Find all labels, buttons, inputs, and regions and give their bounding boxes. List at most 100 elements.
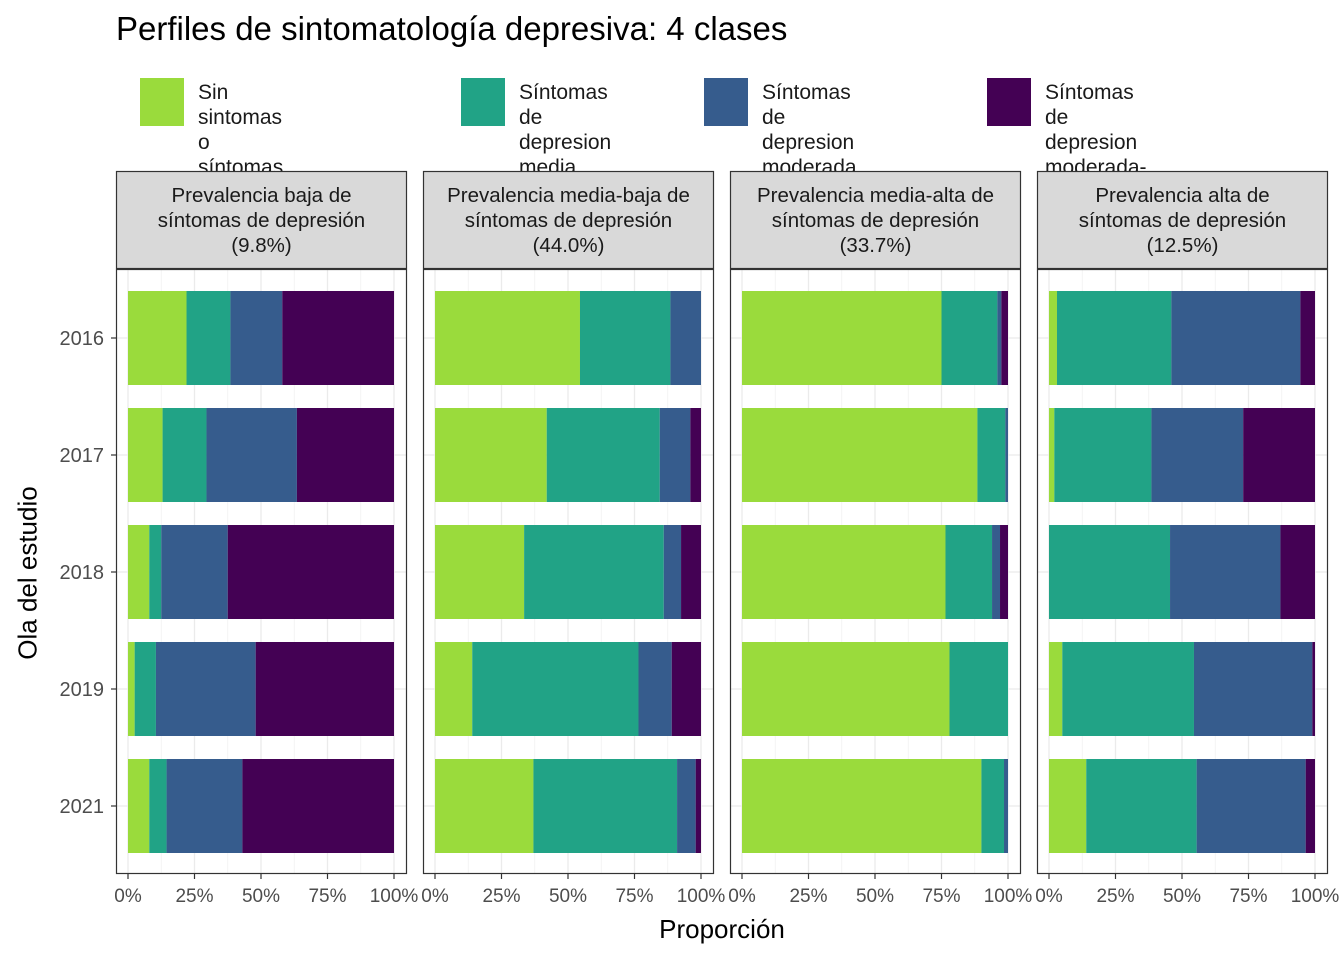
bar-severa-panel3-2019 [1312,642,1315,736]
bar-media-panel2-2019 [949,642,1008,736]
x-tick-label-3-0: 0% [1035,886,1063,907]
bar-minima-panel3-2017 [1049,408,1055,502]
bar-minima-panel3-2016 [1049,291,1057,385]
bar-severa-panel2-2016 [1001,291,1008,385]
bar-severa-panel3-2016 [1300,291,1315,385]
x-tick-label-3-4: 100% [1291,886,1340,907]
panel-strip-label-alta: Prevalencia alta de síntomas de depresió… [1078,184,1287,257]
bar-media-panel2-2018 [945,525,993,619]
bar-moderada-panel0-2018 [161,525,228,619]
x-tick-label-1-2: 50% [549,886,587,907]
bar-severa-panel0-2019 [255,642,394,736]
x-tick-label-3-3: 75% [1229,886,1267,907]
bar-minima-panel2-2019 [742,642,950,736]
bar-media-panel0-2018 [149,525,162,619]
bar-severa-panel0-2017 [296,408,394,502]
x-tick-label-2-3: 75% [922,886,960,907]
bar-minima-panel0-2021 [128,759,150,853]
bar-moderada-panel2-2016 [997,291,1002,385]
panel-border-1 [422,268,715,875]
bar-media-panel0-2019 [134,642,156,736]
panel-strip-1 [422,170,715,270]
bar-severa-panel1-2018 [681,525,701,619]
bar-moderada-panel0-2016 [230,291,283,385]
bar-severa-panel3-2017 [1243,408,1315,502]
x-tick-label-2-0: 0% [728,886,756,907]
bar-minima-panel2-2017 [742,408,978,502]
bar-media-panel0-2016 [186,291,231,385]
chart-title: Perfiles de sintomatología depresiva: 4 … [116,10,788,47]
bar-minima-panel0-2016 [128,291,187,385]
x-tick-label-1-0: 0% [421,886,449,907]
bar-media-panel2-2017 [977,408,1006,502]
y-tick-label-2018: 2018 [60,562,105,584]
legend-key-moderada [704,78,748,126]
panel-border-2 [729,268,1022,875]
y-tick-label-2019: 2019 [60,679,105,701]
bar-media-panel3-2021 [1086,759,1197,853]
bar-media-panel3-2018 [1049,525,1171,619]
x-tick-label-2-1: 25% [789,886,827,907]
x-tick-label-3-2: 50% [1163,886,1201,907]
bar-moderada-panel3-2019 [1193,642,1313,736]
bar-moderada-panel2-2017 [1005,408,1008,502]
bar-moderada-panel2-2018 [992,525,1001,619]
bar-moderada-panel2-2021 [1004,759,1008,853]
panel-strip-label-media-alta: Prevalencia media-alta de síntomas de de… [756,184,995,257]
legend-key-minima [140,78,184,126]
bar-severa-panel1-2017 [690,408,701,502]
panel-border-3 [1036,268,1329,875]
bar-moderada-panel1-2017 [659,408,691,502]
bar-moderada-panel1-2019 [638,642,672,736]
x-tick-label-0-0: 0% [114,886,142,907]
bar-minima-panel1-2018 [435,525,525,619]
x-tick-label-0-1: 25% [175,886,213,907]
bar-media-panel3-2016 [1056,291,1172,385]
bar-moderada-panel3-2017 [1151,408,1244,502]
panel-border-0 [115,268,408,875]
bar-moderada-panel1-2018 [663,525,682,619]
y-axis-title: Ola del estudio [12,486,43,660]
bar-minima-panel1-2019 [435,642,473,736]
bar-severa-panel3-2021 [1305,759,1315,853]
legend-label-media: Síntomas de depresion media [519,81,612,179]
bar-media-panel1-2018 [524,525,664,619]
bar-media-panel1-2019 [472,642,639,736]
bar-minima-panel3-2021 [1049,759,1087,853]
bar-media-panel0-2017 [162,408,207,502]
x-tick-label-2-2: 50% [856,886,894,907]
x-tick-label-2-4: 100% [984,886,1033,907]
bar-media-panel1-2017 [546,408,660,502]
panel-strip-label-media-baja: Prevalencia media-baja de síntomas de de… [447,184,690,257]
panel-strip-3 [1036,170,1329,270]
bar-severa-panel1-2019 [671,642,701,736]
bar-severa-panel0-2021 [242,759,394,853]
bar-media-panel1-2016 [579,291,671,385]
bar-moderada-panel3-2018 [1170,525,1281,619]
bar-media-panel1-2021 [533,759,678,853]
x-tick-label-1-3: 75% [615,886,653,907]
x-tick-label-1-4: 100% [677,886,726,907]
bar-minima-panel0-2019 [128,642,135,736]
bar-severa-panel3-2018 [1280,525,1315,619]
y-tick-label-2021: 2021 [60,796,105,818]
legend-label-moderada: Síntomas de depresion moderada [762,81,857,179]
bar-moderada-panel1-2016 [670,291,701,385]
bar-minima-panel1-2017 [435,408,547,502]
x-tick-label-0-2: 50% [242,886,280,907]
x-tick-label-0-4: 100% [370,886,419,907]
bar-severa-panel0-2016 [282,291,394,385]
bar-media-panel3-2019 [1062,642,1194,736]
panel-strip-2 [729,170,1022,270]
bar-media-panel2-2016 [941,291,998,385]
x-tick-label-1-1: 25% [482,886,520,907]
bar-media-panel3-2017 [1054,408,1152,502]
bar-minima-panel1-2021 [435,759,534,853]
bar-moderada-panel0-2019 [155,642,256,736]
y-tick-label-2017: 2017 [60,445,105,467]
bar-minima-panel0-2018 [128,525,150,619]
bar-media-panel0-2021 [149,759,167,853]
bar-severa-panel2-2018 [1000,525,1008,619]
legend-key-media [461,78,505,126]
